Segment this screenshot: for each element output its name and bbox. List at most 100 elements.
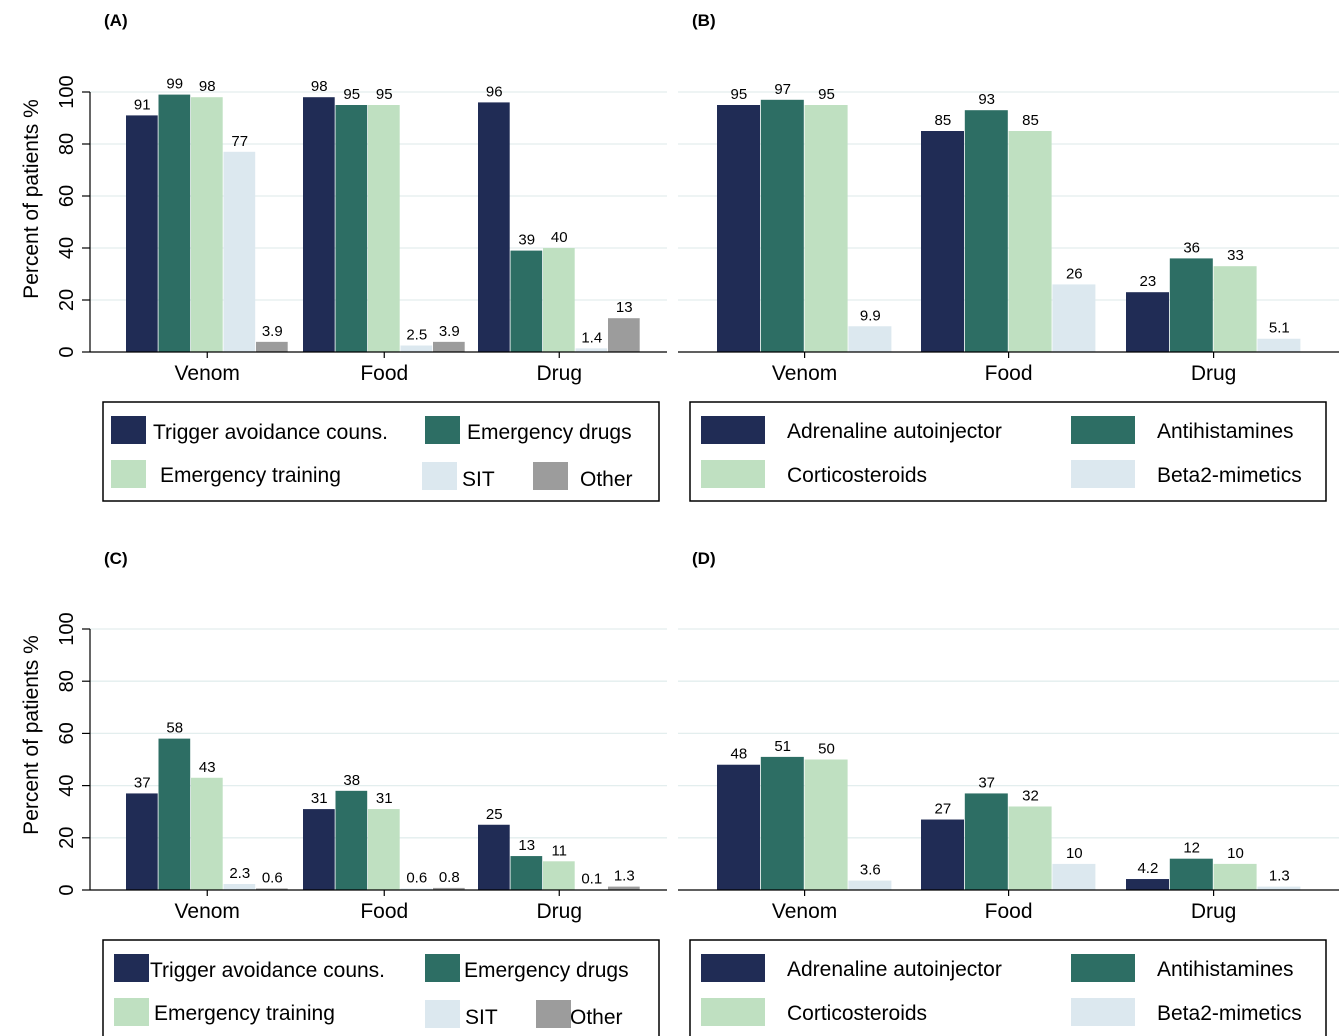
panel-b-bar (1213, 266, 1257, 352)
panel-c-y-tick-label: 100 (56, 612, 78, 645)
panel-b-bar (760, 99, 804, 352)
legend-bottom-corticosteroids-swatch (701, 998, 765, 1026)
panel-c-bar (433, 887, 465, 890)
panel-b-bar (964, 110, 1008, 352)
panel-b-data-label: 97 (774, 81, 791, 98)
panel-c-category-label: Drug (536, 900, 582, 923)
panel-d-bar (804, 759, 848, 890)
legend-bottom-emergency-training-label: Emergency training (154, 1002, 335, 1025)
panel-d-bar (848, 880, 892, 890)
panel-c-category-label: Venom (175, 900, 240, 923)
panel-a-bar (478, 102, 510, 353)
panel-d-category-label: Food (985, 900, 1033, 923)
panel-a-data-label: 77 (231, 133, 248, 150)
panel-d-data-label: 27 (935, 801, 952, 818)
panel-a-bar (433, 341, 465, 352)
panel-b-category-label: Food (985, 362, 1033, 385)
legend-top-other-swatch (533, 462, 568, 490)
panel-a-y-tick-label: 0 (56, 346, 78, 357)
panel-b-data-label: 26 (1066, 265, 1083, 282)
panel-d-data-label: 48 (731, 746, 748, 763)
panel-c-bar (335, 790, 368, 890)
legend-bottom-adrenaline-autoinjector-label: Adrenaline autoinjector (787, 958, 1002, 981)
legend-bottom-other-swatch (536, 1000, 571, 1028)
panel-d-category-label: Venom (772, 900, 837, 923)
panel-a-bar (335, 105, 368, 352)
panel-d-bar (1126, 879, 1169, 890)
panel-a-data-label: 2.5 (406, 327, 427, 344)
panel-c-y-axis-label: Percent of patients % (20, 635, 43, 835)
legend-top-other-label: Other (580, 468, 633, 491)
panel-c-y-tick-label: 40 (56, 774, 78, 796)
panel-c-y-tick-label: 20 (56, 827, 78, 849)
panel-d-data-label: 51 (774, 738, 791, 755)
panel-a-bar (158, 94, 191, 352)
panel-b-data-label: 36 (1183, 239, 1200, 256)
panel-c-bar (510, 856, 543, 890)
panel-c-data-label: 0.8 (439, 869, 460, 886)
legend-top-antihistamines-label: Antihistamines (1157, 420, 1294, 443)
legend-bottom-antihistamines-swatch (1071, 954, 1135, 982)
panel-c-data-label: 1.3 (614, 868, 635, 885)
panel-b-data-label: 23 (1140, 273, 1157, 290)
panel-c-bar (223, 883, 256, 890)
panel-a-bar (256, 341, 288, 352)
panel-c-bar (368, 809, 400, 890)
legend-top-adrenaline-autoinjector-label: Adrenaline autoinjector (787, 420, 1002, 443)
panel-b-bar (1126, 292, 1169, 352)
panel-c-data-label: 38 (343, 772, 360, 789)
panel-d-title: (D) (692, 549, 716, 568)
legend-top-trigger-avoidance-label: Trigger avoidance couns. (153, 421, 388, 444)
panel-a-data-label: 1.4 (581, 329, 602, 346)
panel-d-data-label: 50 (818, 741, 835, 758)
panel-b-data-label: 9.9 (860, 307, 881, 324)
panel-a-bar (510, 250, 543, 352)
panel-a-data-label: 95 (343, 86, 360, 103)
legend-bottom-emergency-drugs-swatch (425, 954, 460, 982)
panel-a-y-tick-label: 40 (56, 237, 78, 259)
panel-b-data-label: 85 (935, 112, 952, 129)
panel-b-data-label: 95 (731, 86, 748, 103)
panel-c-data-label: 13 (518, 837, 535, 854)
panel-c-data-label: 11 (551, 842, 567, 859)
panel-b-category-label: Venom (772, 362, 837, 385)
panel-a-y-tick-label: 60 (56, 185, 78, 207)
panel-a-y-tick-label: 100 (56, 75, 78, 108)
panel-d-data-label: 12 (1183, 840, 1200, 857)
legend-bottom-emergency-training-swatch (114, 998, 149, 1026)
legends-layer: Trigger avoidance couns. Emergency drugs E… (111, 416, 1302, 1029)
panel-c-bar (478, 824, 510, 890)
panel-a-data-label: 40 (551, 229, 568, 246)
panel-d-bar (1213, 863, 1257, 890)
panel-c-data-label: 43 (199, 759, 216, 776)
panel-b-bar (1052, 284, 1096, 352)
panel-c-y-tick-label: 0 (56, 884, 78, 895)
panel-b-data-label: 5.1 (1269, 320, 1290, 337)
legend-top-sit-label: SIT (462, 468, 495, 491)
panel-c-bar (126, 793, 158, 890)
panel-a-data-label: 95 (376, 86, 393, 103)
panel-a-category-label: Food (360, 362, 408, 385)
panel-c-data-label: 58 (166, 720, 183, 737)
panel-b-bar (848, 326, 892, 352)
panel-a-data-label: 91 (134, 96, 151, 113)
panel-a-y-axis-label: Percent of patients % (20, 99, 43, 299)
legend-top-corticosteroids-label: Corticosteroids (787, 464, 927, 487)
legend-top-emergency-drugs-label: Emergency drugs (467, 421, 632, 444)
panel-b-title: (B) (692, 11, 716, 30)
panel-a-bar (126, 115, 158, 353)
panel-d-bar (964, 793, 1008, 890)
panel-b: 95 85 23 97 93 36 95 85 33 9.9 26 5.1 Venom Food Drug (678, 81, 1339, 385)
panel-d-bar (1169, 858, 1213, 890)
panel-b-bar (1169, 258, 1213, 352)
panel-b-bar (1257, 338, 1301, 352)
panel-a-bar (223, 151, 256, 352)
panel-a-data-label: 39 (518, 232, 535, 249)
legend-top-beta2-mimetics-swatch (1071, 460, 1135, 488)
panel-d-bar (717, 764, 760, 890)
panel-d-category-label: Drug (1191, 900, 1237, 923)
panel-d-data-label: 37 (978, 774, 995, 791)
panel-d-bar (921, 819, 964, 890)
panel-c-bar (400, 888, 433, 890)
legend-measures-top-frame (102, 401, 660, 502)
